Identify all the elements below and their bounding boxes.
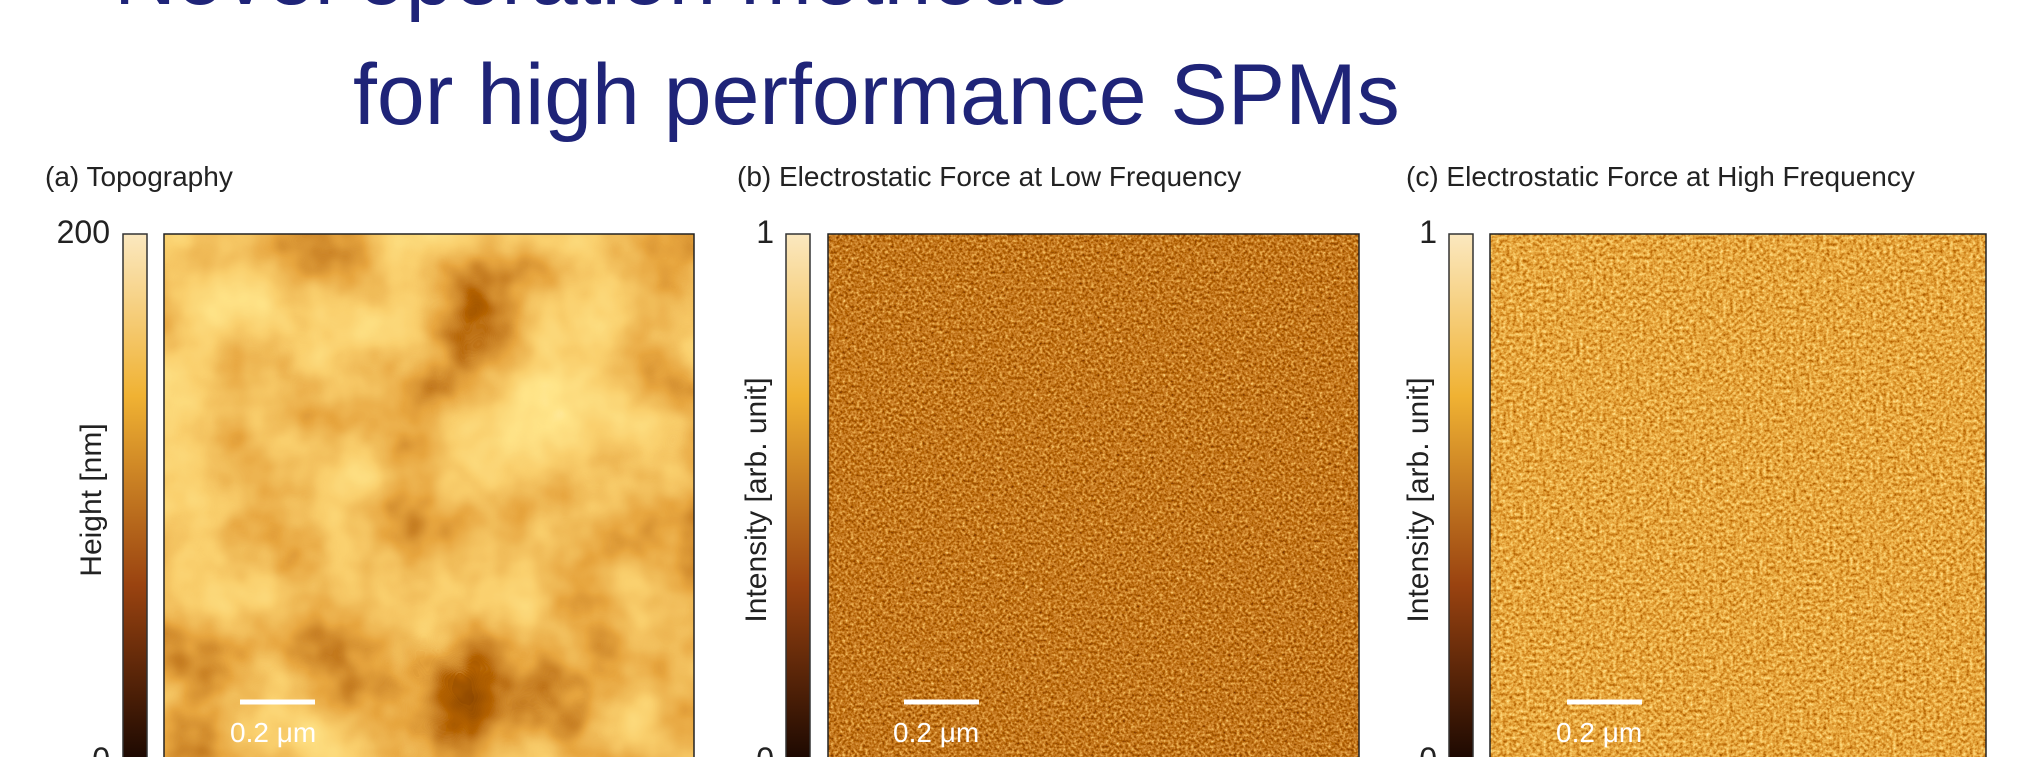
force-image [1490, 234, 1986, 757]
colorbar-max: 1 [1419, 214, 1437, 250]
panel-label: (b) Electrostatic Force at Low Frequency [737, 161, 1241, 192]
colorbar-min: 0 [1419, 741, 1437, 757]
colorbar [1449, 234, 1473, 757]
topography-image [164, 234, 694, 757]
scale-bar-label: 0.2 μm [230, 717, 316, 748]
title-line: Novel operation methods [114, 0, 1070, 23]
panel: (a) Topography 200 0 Height [nm] 0.2 μm [45, 161, 694, 757]
panel-label: (a) Topography [45, 161, 233, 192]
colorbar-min: 0 [92, 741, 110, 757]
colorbar-min: 0 [756, 741, 774, 757]
scale-bar-label: 0.2 μm [1556, 717, 1642, 748]
colorbar [786, 234, 810, 757]
panel-label: (c) Electrostatic Force at High Frequenc… [1406, 161, 1915, 192]
colorbar-max: 1 [756, 214, 774, 250]
scale-bar-label: 0.2 μm [893, 717, 979, 748]
slide: Novel operation methods for high perform… [0, 0, 2037, 757]
force-image [828, 234, 1359, 757]
title-line: for high performance SPMs [353, 47, 1400, 143]
colorbar-max: 200 [57, 214, 110, 250]
axis-label: Intensity [arb. unit] [1402, 377, 1435, 622]
panel: (c) Electrostatic Force at High Frequenc… [1402, 161, 1986, 757]
panel: (b) Electrostatic Force at Low Frequency… [737, 161, 1359, 757]
colorbar [123, 234, 147, 757]
axis-label: Intensity [arb. unit] [740, 377, 773, 622]
axis-label: Height [nm] [75, 423, 108, 576]
